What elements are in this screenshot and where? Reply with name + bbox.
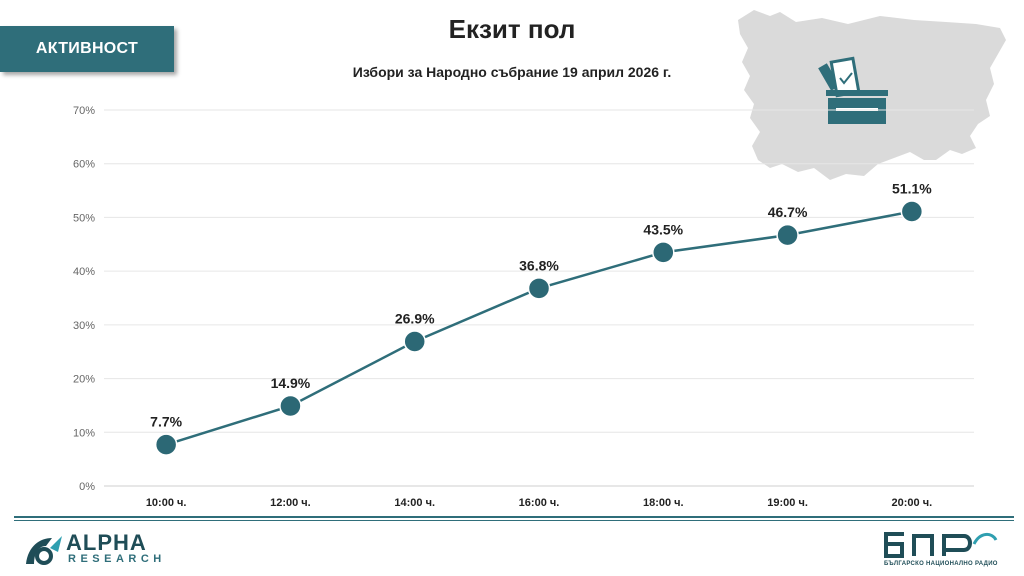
- data-label: 26.9%: [395, 311, 435, 327]
- data-label: 7.7%: [150, 414, 182, 430]
- alpha-logo-name: ALPHA: [66, 530, 147, 555]
- data-label: 46.7%: [768, 204, 808, 220]
- y-tick-label: 60%: [73, 159, 95, 171]
- x-tick-label: 18:00 ч.: [643, 497, 684, 509]
- y-tick-label: 10%: [73, 427, 95, 439]
- data-point: [154, 433, 178, 456]
- series-line: [165, 210, 913, 446]
- page-title: Екзит пол: [448, 14, 576, 44]
- x-tick-label: 12:00 ч.: [270, 497, 311, 509]
- y-tick-label: 50%: [73, 212, 95, 224]
- x-tick-label: 19:00 ч.: [767, 497, 808, 509]
- x-tick-label: 16:00 ч.: [519, 497, 560, 509]
- alpha-logo-icon: [26, 536, 62, 565]
- data-label: 43.5%: [643, 221, 683, 237]
- alpha-research-logo: ALPHA RESEARCH: [22, 528, 192, 568]
- y-tick-label: 70%: [73, 105, 95, 117]
- bnr-logo: БЪЛГАРСКО НАЦИОНАЛНО РАДИО: [880, 528, 1000, 572]
- data-point: [900, 200, 924, 223]
- footer-divider: [14, 516, 1014, 518]
- data-point: [776, 223, 799, 247]
- y-tick-label: 30%: [73, 320, 95, 332]
- x-tick-label: 14:00 ч.: [394, 497, 435, 509]
- data-point: [279, 394, 302, 418]
- data-label: 51.1%: [892, 181, 932, 197]
- data-point: [652, 241, 675, 264]
- data-label: 36.8%: [519, 257, 559, 273]
- data-point: [403, 330, 426, 353]
- y-tick-label: 40%: [73, 266, 95, 278]
- bnr-logo-sub: БЪЛГАРСКО НАЦИОНАЛНО РАДИО: [884, 561, 998, 567]
- alpha-logo-sub: RESEARCH: [68, 553, 166, 565]
- data-label: 14.9%: [271, 375, 311, 391]
- activity-badge: АКТИВНОСТ: [0, 26, 174, 72]
- footer-divider-thin: [14, 520, 1014, 521]
- x-tick-label: 10:00 ч.: [146, 497, 187, 509]
- bnr-logo-icon: [884, 532, 998, 558]
- page-subtitle: Избори за Народно събрание 19 април 2026…: [352, 64, 672, 80]
- data-point: [527, 277, 551, 300]
- y-tick-label: 0%: [79, 481, 95, 493]
- x-tick-label: 20:00 ч.: [892, 497, 933, 509]
- y-tick-label: 20%: [73, 374, 95, 386]
